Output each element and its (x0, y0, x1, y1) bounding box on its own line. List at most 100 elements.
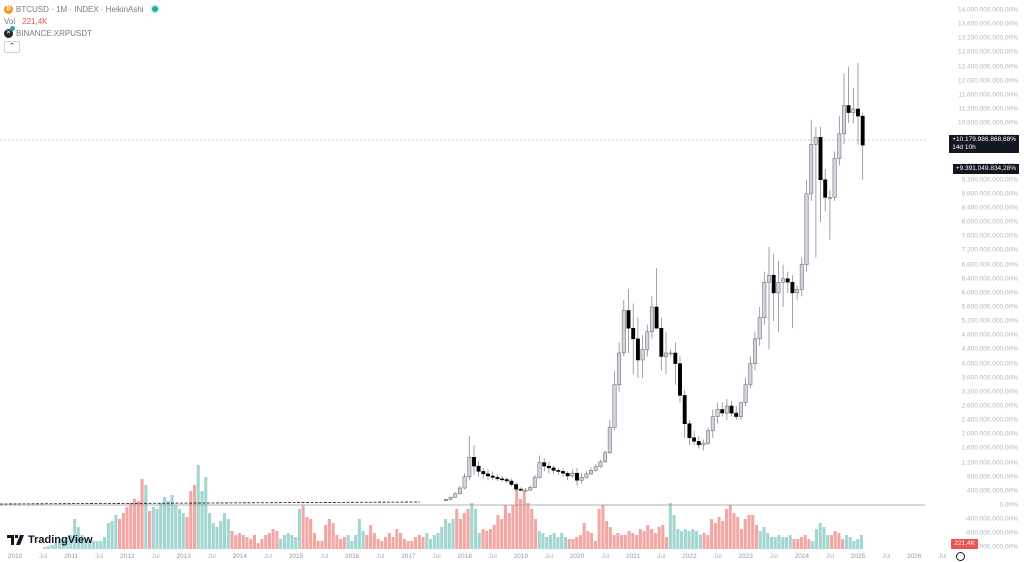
candle-up (767, 274, 771, 283)
price-axis-label: 12.000.000.000,00% (958, 77, 1018, 85)
candle-up (781, 278, 786, 283)
price-axis-label: 2.800.000.000,00% (961, 402, 1018, 410)
early-price-line (0, 501, 421, 505)
volume-bar (61, 539, 65, 549)
price-axis-label: 6.800.000.000,00% (961, 261, 1018, 269)
volume-bar (567, 539, 571, 549)
volume-bar (99, 541, 103, 549)
volume-bar (571, 539, 575, 549)
volume-bar (144, 485, 148, 549)
candle-up (710, 416, 715, 431)
volume-bar (676, 529, 680, 549)
volume-bar (470, 503, 474, 549)
volume-bar (335, 535, 339, 549)
volume-bar (118, 519, 122, 549)
volume-bar (762, 527, 766, 549)
volume-bar (826, 535, 830, 549)
volume-bar (814, 529, 818, 549)
price-axis-label: -400.000.000,00% (964, 515, 1018, 523)
time-axis-label: Jul (938, 553, 947, 560)
tradingview-logo[interactable]: TradingView (7, 534, 93, 546)
volume-bar (200, 491, 204, 549)
settings-gear-icon[interactable] (956, 552, 965, 561)
volume-bar (309, 519, 313, 549)
volume-bar (391, 537, 395, 549)
chart-legend: ₿ BTCUSD · 1M · INDEX · HeikinAshi Vol 2… (4, 3, 160, 53)
volume-bar (507, 513, 511, 549)
legend-volume-row[interactable]: Vol 221,4K (4, 15, 160, 27)
volume-bar (578, 535, 582, 549)
volume-bar (339, 539, 343, 549)
volume-bar (597, 509, 601, 549)
tradingview-logo-icon (7, 535, 24, 545)
volume-bar (563, 537, 567, 549)
candle-down (490, 475, 495, 478)
volume-bar (440, 527, 444, 549)
time-axis-label: Jul (769, 553, 778, 560)
collapse-legend-button[interactable]: ⌃ (4, 41, 20, 53)
volume-bar (796, 539, 800, 549)
price-axis-label: 400.000.000,00% (967, 487, 1018, 495)
time-axis-label: 2023 (738, 553, 753, 560)
candle-down (729, 405, 734, 414)
volume-bar (556, 537, 560, 549)
time-axis-label: Jul (95, 553, 104, 560)
price-axis-label: 13.200.000.000,00% (958, 34, 1018, 42)
time-axis-label: 2025 (850, 553, 866, 560)
candle-up (603, 452, 608, 463)
volume-bar (489, 529, 493, 549)
volume-bar (784, 537, 788, 549)
candle-up (607, 426, 612, 453)
volume-bar (695, 531, 699, 549)
volume-bar (713, 523, 717, 549)
price-axis-label: 11.200.000.000,00% (958, 105, 1018, 113)
candle-up (706, 430, 711, 444)
candle-up (799, 264, 804, 290)
volume-bar (350, 541, 354, 549)
time-axis-label: 2017 (401, 553, 416, 560)
candle-up (589, 470, 593, 475)
volume-bar (548, 535, 552, 549)
candle-up (640, 349, 645, 361)
volume-bar (818, 523, 822, 549)
time-axis-label: 2026 (906, 553, 922, 560)
volume-bar (76, 527, 80, 549)
tradingview-wordmark: TradingView (28, 534, 93, 546)
volume-bar (425, 533, 429, 549)
volume-bar (657, 527, 661, 549)
price-axis-label: 12.400.000.000,00% (958, 63, 1018, 71)
price-axis-label: 2.000.000.000,00% (961, 430, 1018, 438)
candle-up (462, 476, 467, 489)
volume-bar (43, 547, 47, 549)
time-axis-label: 2012 (120, 553, 135, 560)
candle-down (790, 282, 795, 294)
legend-compare-row[interactable]: ✕ BINANCE:XRPUSDT (4, 25, 160, 39)
volume-bar (807, 539, 811, 549)
volume-bar (758, 531, 762, 549)
bar-countdown: 14d 10h (952, 144, 976, 151)
time-axis-label: 2024 (794, 553, 810, 560)
volume-bar (357, 519, 361, 549)
candle-up (743, 384, 748, 403)
volume-bar (485, 531, 489, 549)
current-price-tag: +10.179.986.868,68% 14d 10h (949, 135, 1019, 153)
volume-bar (642, 531, 646, 549)
volume-bar (342, 537, 346, 549)
candle-up (612, 384, 617, 428)
volume-bar (204, 477, 208, 549)
candle-down (860, 115, 865, 146)
volume-bar (297, 509, 301, 549)
volume-bar (174, 505, 178, 549)
time-axis-label: Jul (881, 553, 891, 560)
volume-bar (234, 535, 238, 549)
price-axis-label: 1.600.000.000,00% (961, 444, 1018, 452)
time-axis-label: Jul (600, 553, 610, 560)
volume-bar (305, 517, 309, 549)
candle-down (678, 363, 682, 396)
volume-bar (91, 541, 95, 549)
candle-up (621, 310, 626, 354)
legend-main-row[interactable]: ₿ BTCUSD · 1M · INDEX · HeikinAshi (4, 3, 160, 15)
time-axis-label: Jul (38, 553, 48, 560)
volume-bar (410, 541, 414, 549)
